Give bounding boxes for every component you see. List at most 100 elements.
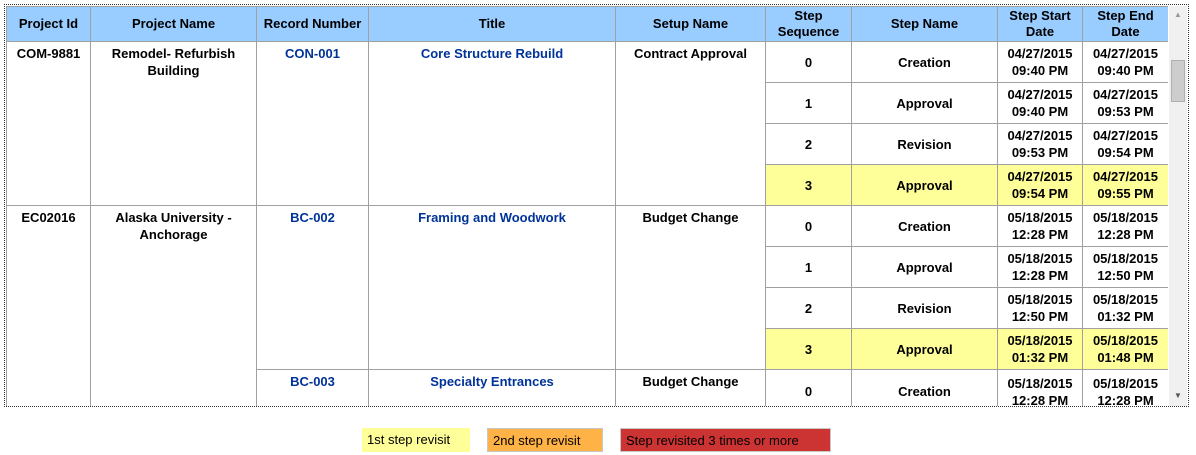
title-link[interactable]: Core Structure Rebuild bbox=[368, 41, 616, 206]
record-number-link[interactable]: BC-003 bbox=[256, 369, 369, 406]
legend-second-revisit: 2nd step revisit bbox=[487, 428, 603, 452]
title-link[interactable]: Specialty Entrances bbox=[368, 369, 616, 406]
time-text: 12:50 PM bbox=[1097, 268, 1154, 283]
date-text: 04/27/2015 bbox=[1007, 128, 1073, 143]
step-start-date-cell: 05/18/2015 12:50 PM bbox=[997, 287, 1083, 329]
header-project-name[interactable]: Project Name bbox=[90, 6, 257, 42]
setup-name-cell: Contract Approval bbox=[615, 41, 766, 206]
step-sequence-cell: 0 bbox=[765, 369, 852, 406]
vertical-scrollbar[interactable]: ▲ ▼ bbox=[1169, 6, 1187, 406]
step-name-cell: Revision bbox=[851, 123, 998, 165]
date-text: 05/18/2015 bbox=[1092, 375, 1159, 391]
time-text: 09:55 PM bbox=[1097, 186, 1154, 201]
record-number-link[interactable]: BC-002 bbox=[256, 205, 369, 370]
step-name-cell: Creation bbox=[851, 205, 998, 247]
record-number-link[interactable]: CON-001 bbox=[256, 41, 369, 206]
step-end-date-cell: 04/27/2015 09:40 PM bbox=[1082, 41, 1168, 83]
header-row: Project Id Project Name Record Number Title… bbox=[6, 6, 1168, 42]
header-step-name[interactable]: Step Name bbox=[851, 6, 998, 42]
time-text: 12:28 PM bbox=[1011, 392, 1069, 407]
step-name-cell: Creation bbox=[851, 41, 998, 83]
step-name-cell: Approval bbox=[851, 164, 998, 206]
header-step-start-date[interactable]: Step Start Date bbox=[997, 6, 1083, 42]
steps-table: Project Id Project Name Record Number Title… bbox=[6, 6, 1168, 406]
project-id-cell: EC02016 bbox=[6, 205, 91, 406]
step-start-date-cell: 04/27/2015 09:40 PM bbox=[997, 82, 1083, 124]
setup-name-cell: Budget Change bbox=[615, 369, 766, 406]
date-text: 05/18/2015 bbox=[1007, 251, 1073, 266]
step-sequence-cell: 2 bbox=[765, 123, 852, 165]
step-sequence-cell: 1 bbox=[765, 82, 852, 124]
date-text: 05/18/2015 bbox=[1092, 251, 1159, 266]
step-name-cell: Approval bbox=[851, 82, 998, 124]
table-row: 2 Revision 05/18/2015 12:50 PM 05/18/2015 01:… bbox=[7, 287, 1168, 329]
step-end-date-cell: 05/18/2015 12:28 PM bbox=[1082, 369, 1168, 407]
header-step-sequence[interactable]: Step Sequence bbox=[765, 6, 852, 42]
date-text: 04/27/2015 bbox=[1092, 169, 1159, 184]
scroll-thumb[interactable] bbox=[1171, 60, 1185, 102]
step-start-date-cell: 05/18/2015 01:32 PM bbox=[997, 328, 1083, 370]
scroll-up-arrow-icon[interactable]: ▲ bbox=[1174, 10, 1182, 19]
table-row: 3 Approval 04/27/2015 09:54 PM 04/27/2015 09:… bbox=[7, 164, 1168, 206]
step-start-date-cell: 05/18/2015 12:28 PM bbox=[997, 205, 1083, 247]
header-record-number[interactable]: Record Number bbox=[256, 6, 369, 42]
table-row: 2 Revision 04/27/2015 09:53 PM 04/27/2015 09:… bbox=[7, 123, 1168, 165]
legend-first-revisit: 1st step revisit bbox=[362, 428, 470, 452]
step-end-date-cell: 04/27/2015 09:54 PM bbox=[1082, 123, 1168, 165]
header-project-id[interactable]: Project Id bbox=[6, 6, 91, 42]
time-text: 09:54 PM bbox=[1011, 186, 1069, 201]
date-text: 04/27/2015 bbox=[1007, 46, 1073, 61]
date-text: 04/27/2015 bbox=[1007, 169, 1073, 184]
time-text: 12:28 PM bbox=[1097, 227, 1154, 242]
step-sequence-cell: 3 bbox=[765, 328, 852, 370]
table-row: EC02016 Alaska University - Anchorage BC-0… bbox=[6, 205, 1168, 406]
project-name-cell: Alaska University - Anchorage bbox=[90, 205, 257, 406]
time-text: 09:40 PM bbox=[1011, 104, 1069, 119]
table-row: 1 Approval 04/27/2015 09:40 PM 04/27/2015 09:… bbox=[7, 82, 1168, 124]
step-end-date-cell: 05/18/2015 12:28 PM bbox=[1082, 205, 1168, 247]
step-name-cell: Revision bbox=[851, 287, 998, 329]
step-name-cell: Creation bbox=[851, 369, 998, 406]
step-start-date-cell: 05/18/2015 12:28 PM bbox=[997, 246, 1083, 288]
scroll-down-arrow-icon[interactable]: ▼ bbox=[1174, 391, 1182, 400]
step-sequence-cell: 0 bbox=[765, 41, 852, 83]
time-text: 01:48 PM bbox=[1097, 350, 1154, 365]
date-text: 05/18/2015 bbox=[1092, 210, 1159, 225]
date-text: 04/27/2015 bbox=[1007, 87, 1073, 102]
time-text: 12:28 PM bbox=[1097, 392, 1154, 407]
header-step-end-date[interactable]: Step End Date bbox=[1082, 6, 1168, 42]
header-setup-name[interactable]: Setup Name bbox=[615, 6, 766, 42]
title-link[interactable]: Framing and Woodwork bbox=[368, 205, 616, 370]
date-text: 04/27/2015 bbox=[1092, 87, 1159, 102]
step-name-cell: Approval bbox=[851, 246, 998, 288]
step-start-date-cell: 04/27/2015 09:40 PM bbox=[997, 41, 1083, 83]
step-name-cell: Approval bbox=[851, 328, 998, 370]
time-text: 01:32 PM bbox=[1011, 350, 1069, 365]
step-end-date-cell: 05/18/2015 12:50 PM bbox=[1082, 246, 1168, 288]
table-row: BC-003 Specialty Entrances Budget Change 0 C… bbox=[7, 369, 1168, 407]
date-text: 05/18/2015 bbox=[1007, 333, 1073, 348]
steps-grid: Project Id Project Name Record Number Title… bbox=[4, 4, 1189, 407]
date-text: 05/18/2015 bbox=[1007, 375, 1073, 391]
header-title[interactable]: Title bbox=[368, 6, 616, 42]
table-row: COM-9881 Remodel- Refurbish Building CON-0… bbox=[6, 41, 1168, 206]
step-end-date-cell: 05/18/2015 01:32 PM bbox=[1082, 287, 1168, 329]
date-text: 05/18/2015 bbox=[1092, 333, 1159, 348]
step-start-date-cell: 05/18/2015 12:28 PM bbox=[997, 369, 1083, 407]
date-text: 05/18/2015 bbox=[1007, 292, 1073, 307]
step-end-date-cell: 04/27/2015 09:53 PM bbox=[1082, 82, 1168, 124]
step-sequence-cell: 2 bbox=[765, 287, 852, 329]
legend-third-revisit: Step revisited 3 times or more bbox=[620, 428, 831, 452]
step-end-date-cell: 05/18/2015 01:48 PM bbox=[1082, 328, 1168, 370]
date-text: 05/18/2015 bbox=[1007, 210, 1073, 225]
time-text: 12:28 PM bbox=[1011, 227, 1069, 242]
time-text: 09:54 PM bbox=[1097, 145, 1154, 160]
time-text: 12:28 PM bbox=[1011, 268, 1069, 283]
grid-scroll-area: Project Id Project Name Record Number Title… bbox=[6, 6, 1168, 406]
step-sequence-cell: 1 bbox=[765, 246, 852, 288]
project-id-cell: COM-9881 bbox=[6, 41, 91, 206]
date-text: 04/27/2015 bbox=[1092, 46, 1159, 61]
step-start-date-cell: 04/27/2015 09:54 PM bbox=[997, 164, 1083, 206]
step-start-date-cell: 04/27/2015 09:53 PM bbox=[997, 123, 1083, 165]
time-text: 09:40 PM bbox=[1011, 63, 1069, 78]
